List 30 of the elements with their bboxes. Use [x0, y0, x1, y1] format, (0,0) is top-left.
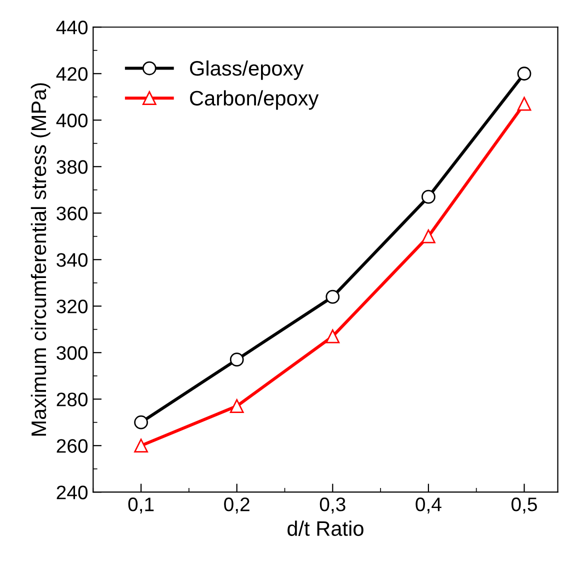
x-axis-title: d/t Ratio — [288, 520, 364, 536]
point — [326, 290, 340, 304]
point — [326, 329, 340, 344]
y-tick-label: 300 — [56, 346, 88, 360]
point — [230, 352, 244, 367]
point — [517, 96, 532, 111]
point — [230, 399, 244, 414]
x-tick-label: 0,1 — [128, 497, 154, 514]
point — [517, 66, 532, 81]
legend-label: Glass/epoxy — [190, 60, 304, 80]
y-tick-label: 260 — [56, 439, 88, 453]
y-tick-label: 440 — [56, 20, 88, 34]
y-tick-label: 280 — [56, 392, 88, 406]
y-axis-title: Maximum circumferential stress (MPa) — [30, 83, 50, 436]
x-tick-label: 0,3 — [320, 497, 346, 514]
point — [134, 415, 148, 430]
y-tick-label: 360 — [56, 206, 88, 220]
point — [134, 438, 148, 453]
y-tick-label: 400 — [56, 114, 88, 128]
y-tick-label: 340 — [56, 253, 88, 267]
y-tick-label: 240 — [56, 486, 88, 500]
y-tick-label: 420 — [56, 67, 88, 81]
x-tick-label: 0,4 — [416, 497, 442, 514]
point — [422, 190, 436, 204]
x-tick-label: 0,5 — [511, 497, 537, 514]
point — [422, 229, 436, 244]
y-tick-label: 380 — [56, 160, 88, 174]
y-tick-label: 320 — [56, 300, 88, 314]
x-tick-label: 0,2 — [224, 497, 250, 514]
legend-label: Carbon/epoxy — [190, 90, 319, 110]
